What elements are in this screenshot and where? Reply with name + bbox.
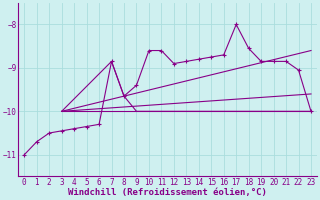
X-axis label: Windchill (Refroidissement éolien,°C): Windchill (Refroidissement éolien,°C) <box>68 188 267 197</box>
